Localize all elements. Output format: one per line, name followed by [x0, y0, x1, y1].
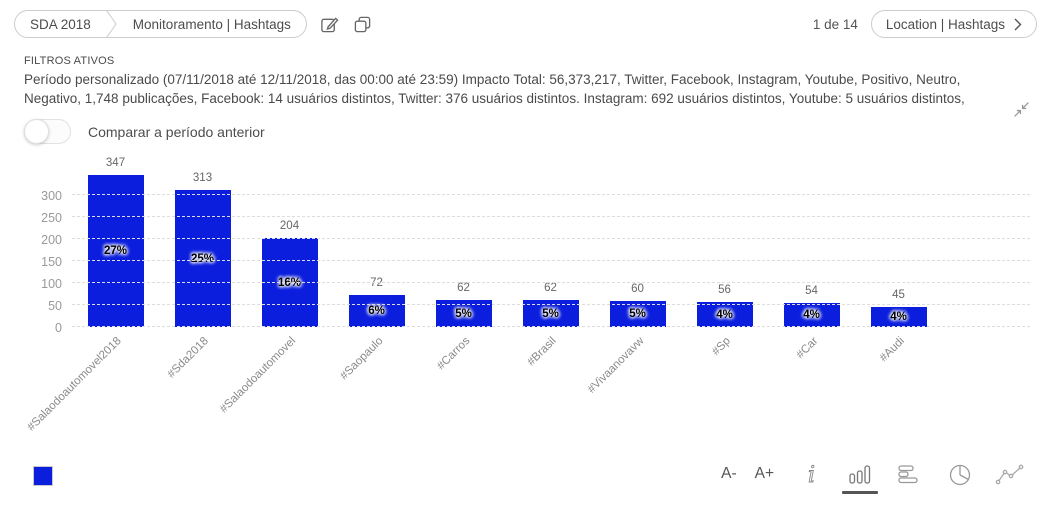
bar[interactable]: 6% — [348, 295, 405, 327]
compare-toggle-switch[interactable] — [24, 119, 71, 144]
edit-icon[interactable] — [320, 15, 339, 34]
filters-title: FILTROS ATIVOS — [24, 55, 115, 67]
bar-percent-label: 4% — [890, 311, 907, 323]
filters-description: Período personalizado (07/11/2018 até 12… — [24, 72, 965, 107]
active-filters-section: FILTROS ATIVOS Período personalizado (07… — [24, 55, 1005, 108]
y-axis-tick: 300 — [41, 189, 62, 204]
line-chart-icon[interactable] — [985, 459, 1035, 500]
svg-text:i: i — [808, 463, 815, 487]
bar-percent-label: 6% — [368, 305, 385, 317]
bar-value-label: 54 — [805, 285, 818, 297]
gridline — [72, 304, 1030, 306]
bar-value-label: 313 — [192, 172, 213, 184]
bar-value-label: 347 — [105, 157, 126, 169]
bar-slot: 56 4% — [681, 170, 768, 327]
gridline — [72, 194, 1030, 196]
x-axis-label: #Vivaanovavw — [585, 335, 646, 396]
info-icon[interactable]: i — [805, 459, 821, 492]
bar-percent-label: 25% — [190, 252, 215, 265]
next-panel-button[interactable]: Location | Hashtags — [870, 10, 1037, 38]
bar-slot: 72 6% — [333, 170, 420, 327]
bar-percent-label: 4% — [803, 309, 820, 321]
bar[interactable]: 5% — [609, 301, 666, 327]
bar-slot: 45 4% — [855, 170, 942, 327]
font-decrease-button[interactable]: A- — [721, 465, 737, 482]
gridline — [72, 260, 1030, 262]
breadcrumb-project[interactable]: SDA 2018 — [30, 16, 91, 32]
x-label-slot: #Sda2018 — [159, 327, 246, 437]
hashtags-bar-chart: 0 50 100 150 200 250 300 347 27% 313 25% 204 16% 72 6… — [6, 157, 1030, 440]
x-axis-label: #Carros — [434, 335, 472, 373]
font-increase-button[interactable]: A+ — [754, 465, 774, 482]
gridline — [72, 238, 1030, 240]
x-axis-label: #Sp — [710, 335, 733, 358]
next-panel-label: Location | Hashtags — [885, 16, 1005, 32]
gridline — [72, 326, 1030, 327]
collapse-icon[interactable] — [1013, 101, 1030, 123]
bar-percent-label: 4% — [716, 308, 733, 321]
x-axis-label: #Sda2018 — [165, 335, 211, 381]
bar-value-label: 62 — [544, 282, 557, 294]
gridline — [72, 216, 1030, 218]
legend-swatch[interactable] — [33, 466, 53, 486]
bar-percent-label: 5% — [629, 308, 646, 320]
x-label-slot: #Salaodoautomovel2018 — [26, 327, 159, 437]
x-label-slot: #Car — [768, 327, 855, 437]
bar-slot: 347 27% — [72, 157, 159, 327]
x-label-slot: #Saopaulo — [333, 327, 420, 437]
plot-area: 347 27% 313 25% 204 16% 72 6% 62 5% 62 5% 60 5% 56 4% 54… — [26, 157, 1030, 440]
x-axis-label: #Car — [793, 335, 820, 362]
x-label-slot: #Vivaanovavw — [585, 327, 681, 437]
x-labels-row: #Salaodoautomovel2018 #Sda2018 #Salaodoaut… — [26, 327, 942, 437]
compare-toggle-label: Comparar a período anterior — [88, 123, 265, 140]
chevron-right-icon — [1014, 18, 1022, 30]
chart-toolbar: A- A+ i — [712, 459, 1035, 500]
x-axis-label: #Brasil — [525, 335, 559, 369]
x-label-slot: #Sp — [681, 327, 768, 437]
bar-percent-label: 5% — [542, 307, 559, 320]
y-axis-tick: 50 — [48, 299, 62, 314]
x-label-slot: #Audi — [855, 327, 942, 437]
y-axis-tick: 150 — [41, 255, 62, 270]
x-axis-label: #Saopaulo — [337, 335, 385, 383]
bar[interactable]: 25% — [174, 190, 231, 327]
breadcrumb-page[interactable]: Monitoramento | Hashtags — [132, 16, 291, 32]
bar-value-label: 204 — [279, 220, 300, 232]
pagination-counter: 1 de 14 — [812, 16, 858, 32]
toggle-knob — [24, 119, 49, 144]
x-label-slot: #Brasil — [507, 327, 594, 437]
bar[interactable]: 27% — [87, 175, 144, 327]
y-axis-tick: 100 — [41, 277, 62, 292]
compare-toggle-row: Comparar a período anterior — [24, 119, 265, 144]
bar[interactable]: 4% — [783, 303, 840, 327]
bar-chart-icon[interactable] — [835, 459, 885, 498]
x-label-slot: #Salaodoautomovel — [218, 327, 333, 437]
y-axis-tick: 200 — [41, 233, 62, 248]
bar-slot: 54 4% — [768, 170, 855, 327]
x-label-slot: #Carros — [420, 327, 507, 437]
bar-percent-label: 27% — [103, 245, 128, 257]
header-bar: SDA 2018 Monitoramento | Hashtags 1 de 1… — [14, 10, 1037, 38]
y-axis: 0 50 100 150 200 250 300 — [6, 170, 72, 440]
bar[interactable]: 4% — [870, 307, 927, 327]
bar-value-label: 62 — [457, 282, 470, 294]
bar-value-label: 56 — [718, 284, 731, 296]
pie-chart-icon[interactable] — [935, 459, 985, 500]
bar-slot: 60 5% — [594, 170, 681, 327]
horizontal-bar-chart-icon[interactable] — [885, 459, 935, 498]
copy-icon[interactable] — [353, 15, 372, 34]
gridline — [72, 282, 1030, 284]
bar-value-label: 45 — [892, 289, 905, 301]
y-axis-tick: 250 — [41, 211, 62, 226]
x-axis-label: #Audi — [877, 335, 907, 365]
bar-percent-label: 5% — [455, 307, 472, 320]
breadcrumb-chevron-icon — [106, 11, 118, 37]
breadcrumb: SDA 2018 Monitoramento | Hashtags — [14, 10, 307, 38]
y-axis-tick: 0 — [55, 321, 62, 335]
bar[interactable]: 4% — [696, 302, 753, 327]
bar-value-label: 60 — [631, 283, 644, 295]
